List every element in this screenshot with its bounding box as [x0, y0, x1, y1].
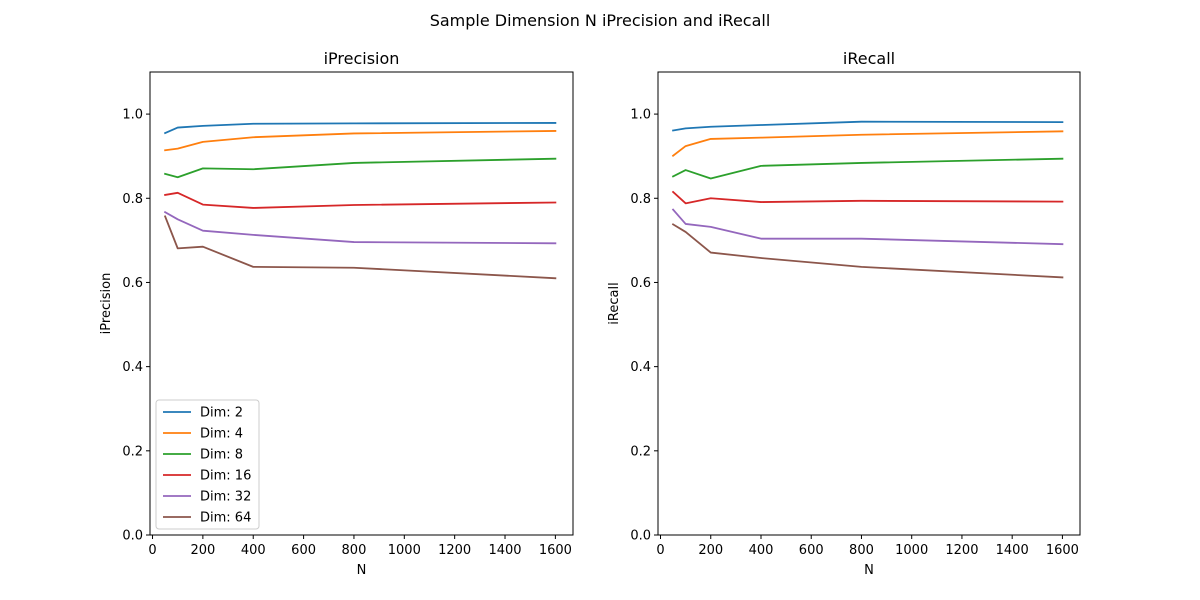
x-tick-label: 1200 — [945, 543, 978, 558]
y-tick-label: 0.0 — [122, 529, 143, 544]
legend-entry: Dim: 16 — [200, 469, 251, 484]
x-tick-label: 800 — [849, 543, 874, 558]
series-line-0-4 — [163, 210, 557, 245]
series-line-0-1 — [164, 130, 557, 152]
y-tick-label: 0.2 — [122, 444, 143, 459]
series-line-1-4 — [671, 208, 1064, 246]
x-tick-label: 200 — [698, 543, 723, 558]
x-tick-label: 600 — [291, 543, 316, 558]
legend-entry: Dim: 8 — [200, 448, 243, 463]
x-tick-label: 1600 — [539, 543, 572, 558]
axes-title: iPrecision — [324, 49, 400, 68]
x-tick-label: 800 — [342, 543, 367, 558]
series-line-1-1 — [671, 130, 1064, 158]
y-axis-label: iRecall — [607, 282, 622, 324]
y-tick-label: 0.6 — [630, 276, 651, 291]
x-tick-label: 0 — [148, 543, 156, 558]
series-line-1-2 — [671, 157, 1064, 180]
series-line-1-5 — [671, 223, 1064, 279]
y-tick-label: 1.0 — [122, 108, 143, 123]
y-tick-label: 0.4 — [122, 360, 143, 375]
series-line-1-3 — [671, 190, 1064, 205]
y-tick-label: 1.0 — [630, 108, 651, 123]
y-tick-label: 0.0 — [630, 529, 651, 544]
y-tick-label: 0.8 — [630, 192, 651, 207]
legend: Dim: 2 Dim: 4 Dim: 8 Dim: 16 Dim: 32 Dim: 64 — [155, 399, 260, 530]
legend-entry: Dim: 2 — [200, 406, 243, 421]
y-axis-label: iPrecision — [99, 273, 114, 335]
figure-suptitle: Sample Dimension N iPrecision and iRecal… — [430, 11, 771, 30]
series-line-0-2 — [164, 157, 557, 179]
y-tick-label: 0.4 — [630, 360, 651, 375]
x-tick-label: 200 — [190, 543, 215, 558]
x-tick-label: 400 — [749, 543, 774, 558]
x-tick-label: 1600 — [1046, 543, 1079, 558]
y-tick-label: 0.6 — [122, 276, 143, 291]
y-tick-label: 0.2 — [630, 444, 651, 459]
x-axis-label: N — [357, 563, 367, 578]
legend-entry: Dim: 4 — [200, 427, 243, 442]
x-tick-label: 1200 — [438, 543, 471, 558]
x-tick-label: 1000 — [895, 543, 928, 558]
legend-entry: Dim: 64 — [200, 511, 251, 526]
series-line-1-0 — [672, 120, 1064, 132]
axes-title: iRecall — [843, 49, 895, 68]
x-tick-label: 1400 — [488, 543, 521, 558]
series-line-0-0 — [163, 122, 557, 135]
x-tick-label: 600 — [799, 543, 824, 558]
series-line-0-3 — [164, 191, 557, 209]
y-tick-label: 0.8 — [122, 192, 143, 207]
x-axis-label: N — [864, 563, 874, 578]
axes-iprecision: 0 200 400 600 800 1000 1200 1400 1600 0.0 0.2 0.4 0.… — [99, 49, 574, 578]
axes-frame — [149, 71, 574, 536]
x-tick-label: 1400 — [996, 543, 1029, 558]
axes-frame — [657, 71, 1081, 536]
legend-entry: Dim: 32 — [200, 490, 251, 505]
x-tick-label: 0 — [656, 543, 664, 558]
series-line-0-5 — [163, 215, 557, 280]
x-tick-label: 400 — [241, 543, 266, 558]
x-tick-label: 1000 — [388, 543, 421, 558]
axes-irecall: 0 200 400 600 800 1000 1200 1400 1600 0.0 0.2 0.4 0.… — [607, 49, 1081, 578]
